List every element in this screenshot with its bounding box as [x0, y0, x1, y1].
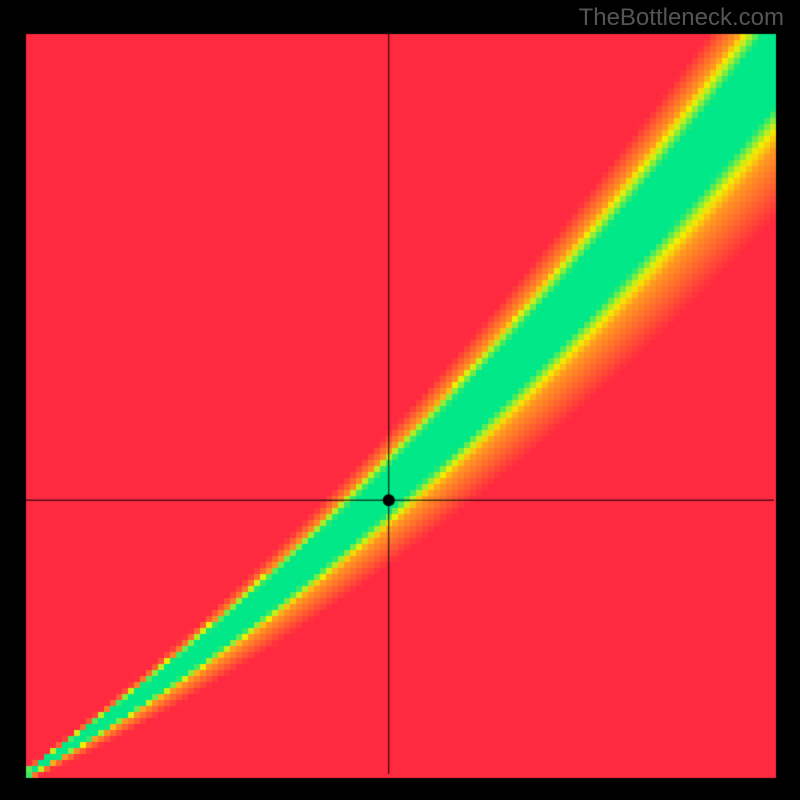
watermark-text: TheBottleneck.com — [579, 4, 784, 32]
chart-container: TheBottleneck.com — [0, 0, 800, 800]
heatmap-canvas — [0, 0, 800, 800]
